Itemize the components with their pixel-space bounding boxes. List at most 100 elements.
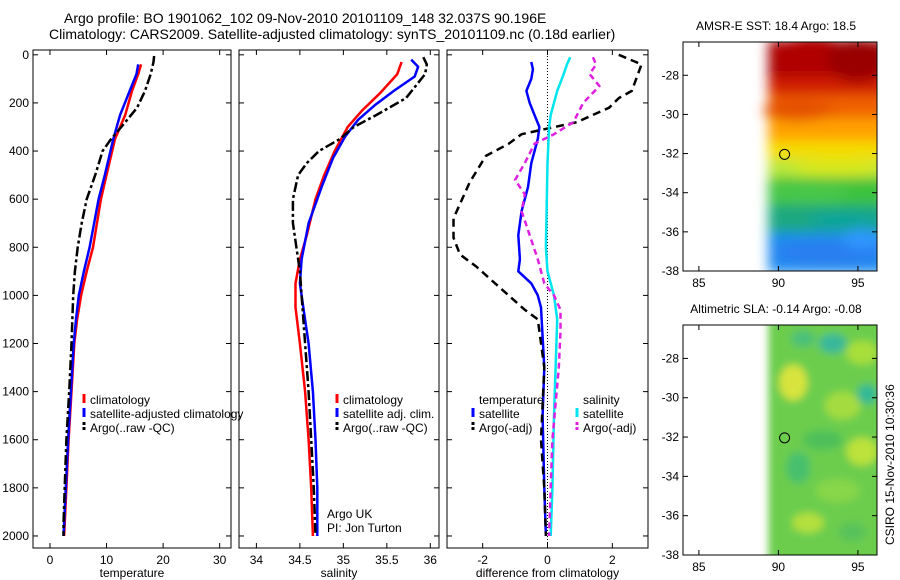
legend-label: climatology (90, 393, 150, 407)
temperature-profile-panel: 0 10 20 30 temperature 0 200 400 600 800 1000 1200 1… (2, 48, 243, 580)
sla-blob (838, 522, 867, 542)
x-tick-label: 35 (337, 553, 351, 567)
temperature-profile-frame (32, 49, 232, 549)
y-tick-label: 1600 (2, 433, 29, 447)
sst-blob (807, 211, 877, 230)
sst-band (768, 76, 877, 99)
y-tick-label: -28 (662, 68, 680, 82)
sla-map-panel: 85 90 95 -28 -30 -32 -34 -36 -38 Altimetric SLA: … (662, 302, 878, 574)
sst-blob (827, 42, 877, 83)
sst-blob (767, 183, 848, 204)
y-tick-label: 2000 (2, 529, 29, 543)
x-tick-label: 2 (609, 553, 616, 567)
y-tick-label: 400 (9, 144, 29, 158)
y-tick-label: -34 (662, 469, 680, 483)
sst-blob (842, 228, 877, 249)
sst-map-frame (682, 41, 878, 272)
figure-title-line2: Climatology: CARS2009. Satellite-adjuste… (49, 26, 616, 42)
legend-label: satellite (479, 407, 520, 421)
x-tick-label: 95 (851, 276, 865, 290)
y-tick-label: -32 (662, 147, 680, 161)
temperature-profile-xlabel: temperature (100, 566, 165, 580)
y-tick-label: -36 (662, 509, 680, 523)
series-line-argo-raw-qc- (62, 55, 156, 536)
x-tick-label: 95 (851, 560, 865, 574)
sla-blob (786, 451, 811, 484)
sla-map-title: Altimetric SLA: -0.14 Argo: -0.08 (690, 302, 862, 316)
sla-blob (857, 384, 877, 404)
sst-blob (763, 100, 834, 121)
sla-map-frame (682, 324, 878, 556)
salinity-profile-panel: 34 34.5 35 35.5 36 salinity climatologysatelli… (238, 49, 440, 580)
series-line-temperature-argo-adj- (452, 53, 643, 537)
series-line-satellite-adj-clim- (298, 58, 420, 536)
sla-blob (791, 330, 816, 347)
legend-label: Argo(-adj) (479, 421, 532, 435)
sla-field (768, 325, 877, 555)
x-tick-label: 90 (772, 276, 786, 290)
y-tick-label: -36 (662, 225, 680, 239)
x-tick-label: 85 (692, 560, 706, 574)
y-tick-label: -30 (662, 391, 680, 405)
series-line-climatology (62, 64, 143, 537)
sla-blob (846, 437, 877, 466)
x-tick-label: 20 (156, 553, 170, 567)
x-tick-label: -2 (477, 553, 488, 567)
y-tick-label: 0 (22, 48, 29, 62)
difference-profile-series-group (452, 53, 643, 537)
y-tick-label: -28 (662, 351, 680, 365)
series-line-satellite-adjusted-climatology (62, 64, 140, 537)
sst-band (768, 140, 877, 164)
x-tick-label: 36 (424, 553, 438, 567)
x-tick-label: 0 (544, 553, 551, 567)
legend-label: Argo(..raw -QC) (90, 421, 175, 435)
x-tick-label: 30 (213, 553, 227, 567)
sla-blob (802, 430, 843, 450)
sla-map-image (768, 325, 877, 555)
legend-label: satellite (583, 407, 624, 421)
x-tick-label: 35.5 (375, 553, 399, 567)
sla-blob (815, 478, 860, 503)
legend-label: satellite-adjusted climatology (90, 407, 243, 421)
x-tick-label: 10 (100, 553, 114, 567)
salinity-profile-xlabel: salinity (321, 566, 358, 580)
y-tick-label: -38 (662, 548, 680, 562)
x-tick-label: 0 (47, 553, 54, 567)
annotation-pi: PI: Jon Turton (327, 521, 402, 535)
legend-label: climatology (343, 393, 403, 407)
y-tick-label: 1000 (2, 288, 29, 302)
series-line-salinity-argo-adj- (513, 56, 601, 537)
sla-blob (818, 333, 847, 354)
sla-blob (824, 391, 861, 420)
y-tick-label: 200 (9, 96, 29, 110)
sla-blob (791, 512, 824, 533)
sst-band (768, 117, 877, 145)
sst-blob (792, 158, 877, 177)
temperature-profile-series-group (62, 55, 156, 537)
sst-map-image (763, 42, 877, 271)
legend-label: satellite adj. clim. (343, 407, 434, 421)
x-tick-label: 34 (250, 553, 264, 567)
difference-profile-xlabel: difference from climatology (476, 566, 619, 580)
difference-profile-legend: temperaturesatelliteArgo(-adj)salinitysa… (471, 393, 636, 435)
annotation-institution: Argo UK (327, 507, 372, 521)
legend-group-salinity: salinity (583, 393, 620, 407)
series-line-salinity-satellite (544, 56, 572, 537)
sst-map-panel: 85 90 95 -28 -30 -32 -34 -36 -38 AMSR-E SST: 18.4… (662, 19, 878, 290)
x-tick-label: 34.5 (288, 553, 312, 567)
x-tick-label: 90 (772, 560, 786, 574)
sla-blob (846, 340, 877, 365)
legend-label: Argo(-adj) (583, 421, 636, 435)
x-tick-label: 85 (692, 276, 706, 290)
sst-field (763, 42, 877, 271)
sst-map-title: AMSR-E SST: 18.4 Argo: 18.5 (696, 19, 856, 33)
y-tick-label: -34 (662, 186, 680, 200)
legend-group-temperature: temperature (479, 393, 544, 407)
float-position-marker (779, 432, 791, 444)
figure-title-line1: Argo profile: BO 1901062_102 09-Nov-2010… (64, 10, 547, 26)
y-tick-label: -32 (662, 430, 680, 444)
